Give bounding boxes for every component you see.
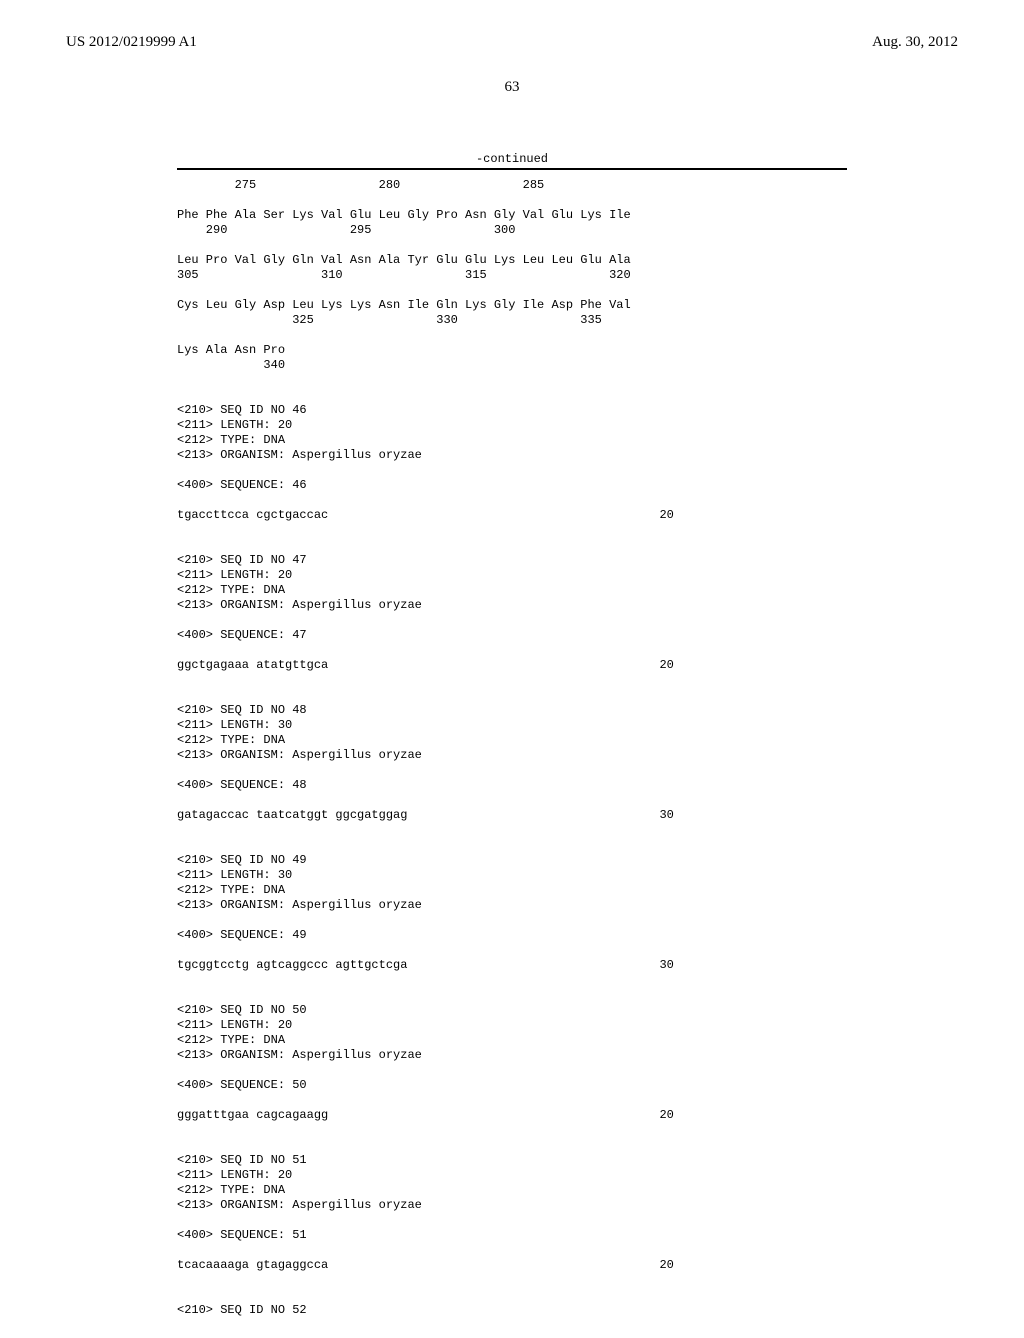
publication-date: Aug. 30, 2012	[872, 34, 958, 51]
horizontal-rule	[177, 168, 847, 170]
page-container: US 2012/0219999 A1 Aug. 30, 2012 63 -con…	[0, 0, 1024, 1338]
continued-label: -continued	[66, 152, 958, 166]
page-number: 63	[66, 79, 958, 96]
publication-number: US 2012/0219999 A1	[66, 34, 197, 51]
page-header: US 2012/0219999 A1 Aug. 30, 2012	[66, 34, 958, 51]
sequence-listing-body: 275 280 285 Phe Phe Ala Ser Lys Val Glu …	[177, 178, 847, 1318]
